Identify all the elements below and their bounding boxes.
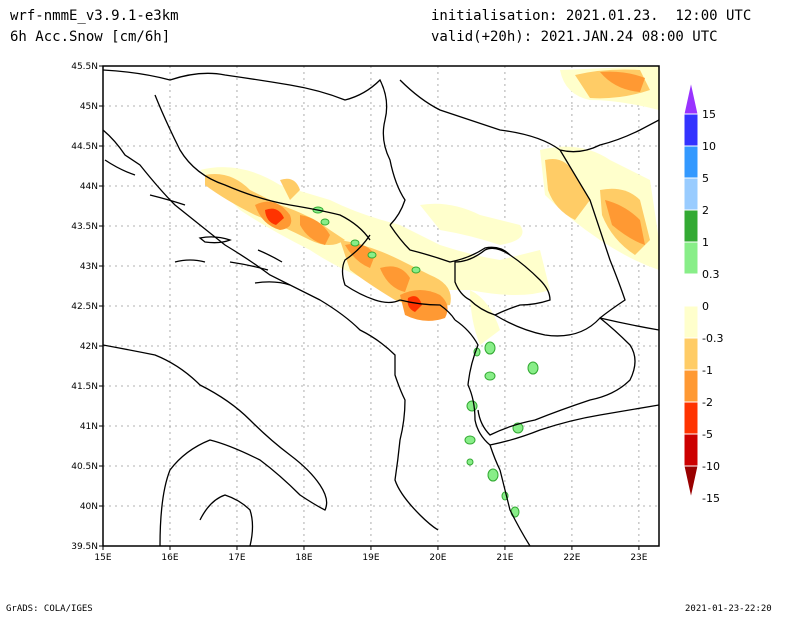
colorbar-label: 0	[702, 300, 709, 313]
coastlines-borders	[103, 69, 659, 546]
field-title: 6h Acc.Snow [cm/6h]	[10, 29, 171, 45]
colorbar-segment	[683, 337, 699, 371]
colorbar-segment	[683, 145, 699, 179]
lon-tick-label: 15E	[94, 553, 111, 563]
colorbar-label: 5	[702, 172, 709, 185]
colorbar-label: 2	[702, 204, 709, 217]
colorbar-label: 0.3	[702, 268, 720, 281]
init-time: initialisation: 2021.01.23. 12:00 UTC	[431, 8, 752, 24]
axis-labels: 15E 16E 17E 18E 19E 20E 21E 22E 23E 45.5N 45N 44.5N…	[71, 62, 648, 563]
colorbar-segment	[683, 177, 699, 211]
colorbar-legend: 15 10 5 2 1 0.3 0 -0.3 -1 -2 -5 -10 -15	[683, 81, 723, 505]
colorbar-label: -1	[702, 364, 713, 377]
colorbar-segment	[683, 369, 699, 403]
lat-tick-label: 42.5N	[71, 302, 98, 312]
colorbar-label: -10	[702, 460, 720, 473]
lon-tick-label: 19E	[362, 553, 379, 563]
colorbar-segment	[683, 273, 699, 307]
colorbar-segment	[683, 433, 699, 467]
lat-tick-label: 41N	[80, 422, 98, 432]
lon-tick-label: 23E	[630, 553, 647, 563]
colorbar-label: -15	[702, 492, 720, 505]
lat-tick-label: 43.5N	[71, 222, 98, 232]
colorbar-label: 15	[702, 108, 716, 121]
lat-tick-label: 44N	[80, 182, 98, 192]
lon-tick-label: 21E	[496, 553, 513, 563]
colorbar-label: 10	[702, 140, 716, 153]
lat-tick-label: 39.5N	[71, 542, 98, 552]
colorbar-bottom-arrow	[683, 465, 699, 499]
colorbar-top-arrow	[683, 81, 699, 115]
snow-field	[200, 66, 659, 518]
lon-tick-label: 18E	[295, 553, 312, 563]
software-credit: GrADS: COLA/IGES	[6, 604, 93, 614]
generation-timestamp: 2021-01-23-22:20	[685, 604, 772, 614]
lon-tick-label: 17E	[228, 553, 245, 563]
colorbar-segment	[683, 209, 699, 243]
model-title: wrf-nmmE_v3.9.1-e3km	[10, 8, 179, 24]
lon-tick-label: 16E	[161, 553, 178, 563]
colorbar-segment	[683, 241, 699, 275]
colorbar-label: -2	[702, 396, 713, 409]
lat-tick-label: 43N	[80, 262, 98, 272]
lat-tick-label: 41.5N	[71, 382, 98, 392]
colorbar-segment	[683, 401, 699, 435]
lat-tick-label: 42N	[80, 342, 98, 352]
lon-tick-label: 22E	[563, 553, 580, 563]
lat-tick-label: 45.5N	[71, 62, 98, 72]
colorbar-label: 1	[702, 236, 709, 249]
colorbar-label: -0.3	[702, 332, 723, 345]
colorbar-segment	[683, 305, 699, 339]
lon-tick-label: 20E	[429, 553, 446, 563]
lat-tick-label: 44.5N	[71, 142, 98, 152]
lat-tick-label: 40N	[80, 502, 98, 512]
colorbar-segment	[683, 113, 699, 147]
lat-tick-label: 40.5N	[71, 462, 98, 472]
valid-time: valid(+20h): 2021.JAN.24 08:00 UTC	[431, 29, 718, 45]
colorbar-label: -5	[702, 428, 713, 441]
lat-tick-label: 45N	[80, 102, 98, 112]
